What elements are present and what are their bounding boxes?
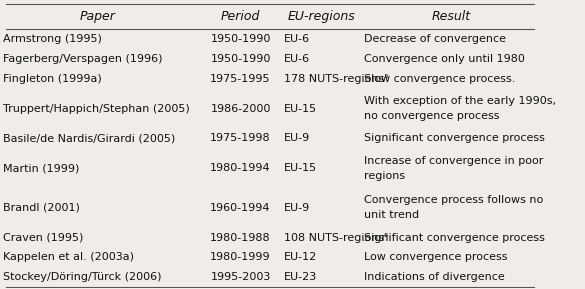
Text: With exception of the early 1990s,: With exception of the early 1990s, [364, 96, 556, 106]
Text: 1950-1990: 1950-1990 [211, 54, 271, 64]
Text: EU-23: EU-23 [284, 272, 317, 282]
Text: Fagerberg/Verspagen (1996): Fagerberg/Verspagen (1996) [4, 54, 163, 64]
Text: 1950-1990: 1950-1990 [211, 34, 271, 44]
Text: 1986-2000: 1986-2000 [211, 104, 271, 114]
Text: 1980-1994: 1980-1994 [210, 163, 271, 173]
Text: Period: Period [221, 10, 260, 23]
Text: Truppert/Happich/Stephan (2005): Truppert/Happich/Stephan (2005) [4, 104, 190, 114]
Text: Stockey/Döring/Türck (2006): Stockey/Döring/Türck (2006) [4, 272, 162, 282]
Text: EU-15: EU-15 [284, 104, 316, 114]
Text: Martin (1999): Martin (1999) [4, 163, 80, 173]
Text: Paper: Paper [80, 10, 116, 23]
Text: Fingleton (1999a): Fingleton (1999a) [4, 74, 102, 84]
Text: regions: regions [364, 171, 405, 181]
Text: 1980-1988: 1980-1988 [210, 233, 271, 243]
Text: Convergence process follows no: Convergence process follows no [364, 195, 543, 205]
Text: unit trend: unit trend [364, 210, 419, 221]
Text: EU-6: EU-6 [284, 34, 310, 44]
Text: EU-12: EU-12 [284, 253, 317, 262]
Text: Result: Result [431, 10, 470, 23]
Text: EU-9: EU-9 [284, 203, 310, 213]
Text: Low convergence process: Low convergence process [364, 253, 508, 262]
Text: Kappelen et al. (2003a): Kappelen et al. (2003a) [4, 253, 135, 262]
Text: 178 NUTS-regions⁵: 178 NUTS-regions⁵ [284, 74, 388, 84]
Text: Indications of divergence: Indications of divergence [364, 272, 505, 282]
Text: EU-regions: EU-regions [287, 10, 355, 23]
Text: 1960-1994: 1960-1994 [210, 203, 271, 213]
Text: EU-9: EU-9 [284, 134, 310, 143]
Text: Slow convergence process.: Slow convergence process. [364, 74, 516, 84]
Text: Craven (1995): Craven (1995) [4, 233, 84, 243]
Text: Increase of convergence in poor: Increase of convergence in poor [364, 156, 544, 166]
Text: EU-15: EU-15 [284, 163, 316, 173]
Text: Significant convergence process: Significant convergence process [364, 233, 545, 243]
Text: Basile/de Nardis/Girardi (2005): Basile/de Nardis/Girardi (2005) [4, 134, 175, 143]
Text: Armstrong (1995): Armstrong (1995) [4, 34, 102, 44]
Text: 1980-1999: 1980-1999 [210, 253, 271, 262]
Text: EU-6: EU-6 [284, 54, 310, 64]
Text: Convergence only until 1980: Convergence only until 1980 [364, 54, 525, 64]
Text: Decrease of convergence: Decrease of convergence [364, 34, 507, 44]
Text: Brandl (2001): Brandl (2001) [4, 203, 80, 213]
Text: Significant convergence process: Significant convergence process [364, 134, 545, 143]
Text: 1975-1995: 1975-1995 [210, 74, 271, 84]
Text: 1995-2003: 1995-2003 [211, 272, 271, 282]
Text: 1975-1998: 1975-1998 [210, 134, 271, 143]
Text: no convergence process: no convergence process [364, 111, 500, 121]
Text: 108 NUTS-regions⁵: 108 NUTS-regions⁵ [284, 233, 388, 243]
